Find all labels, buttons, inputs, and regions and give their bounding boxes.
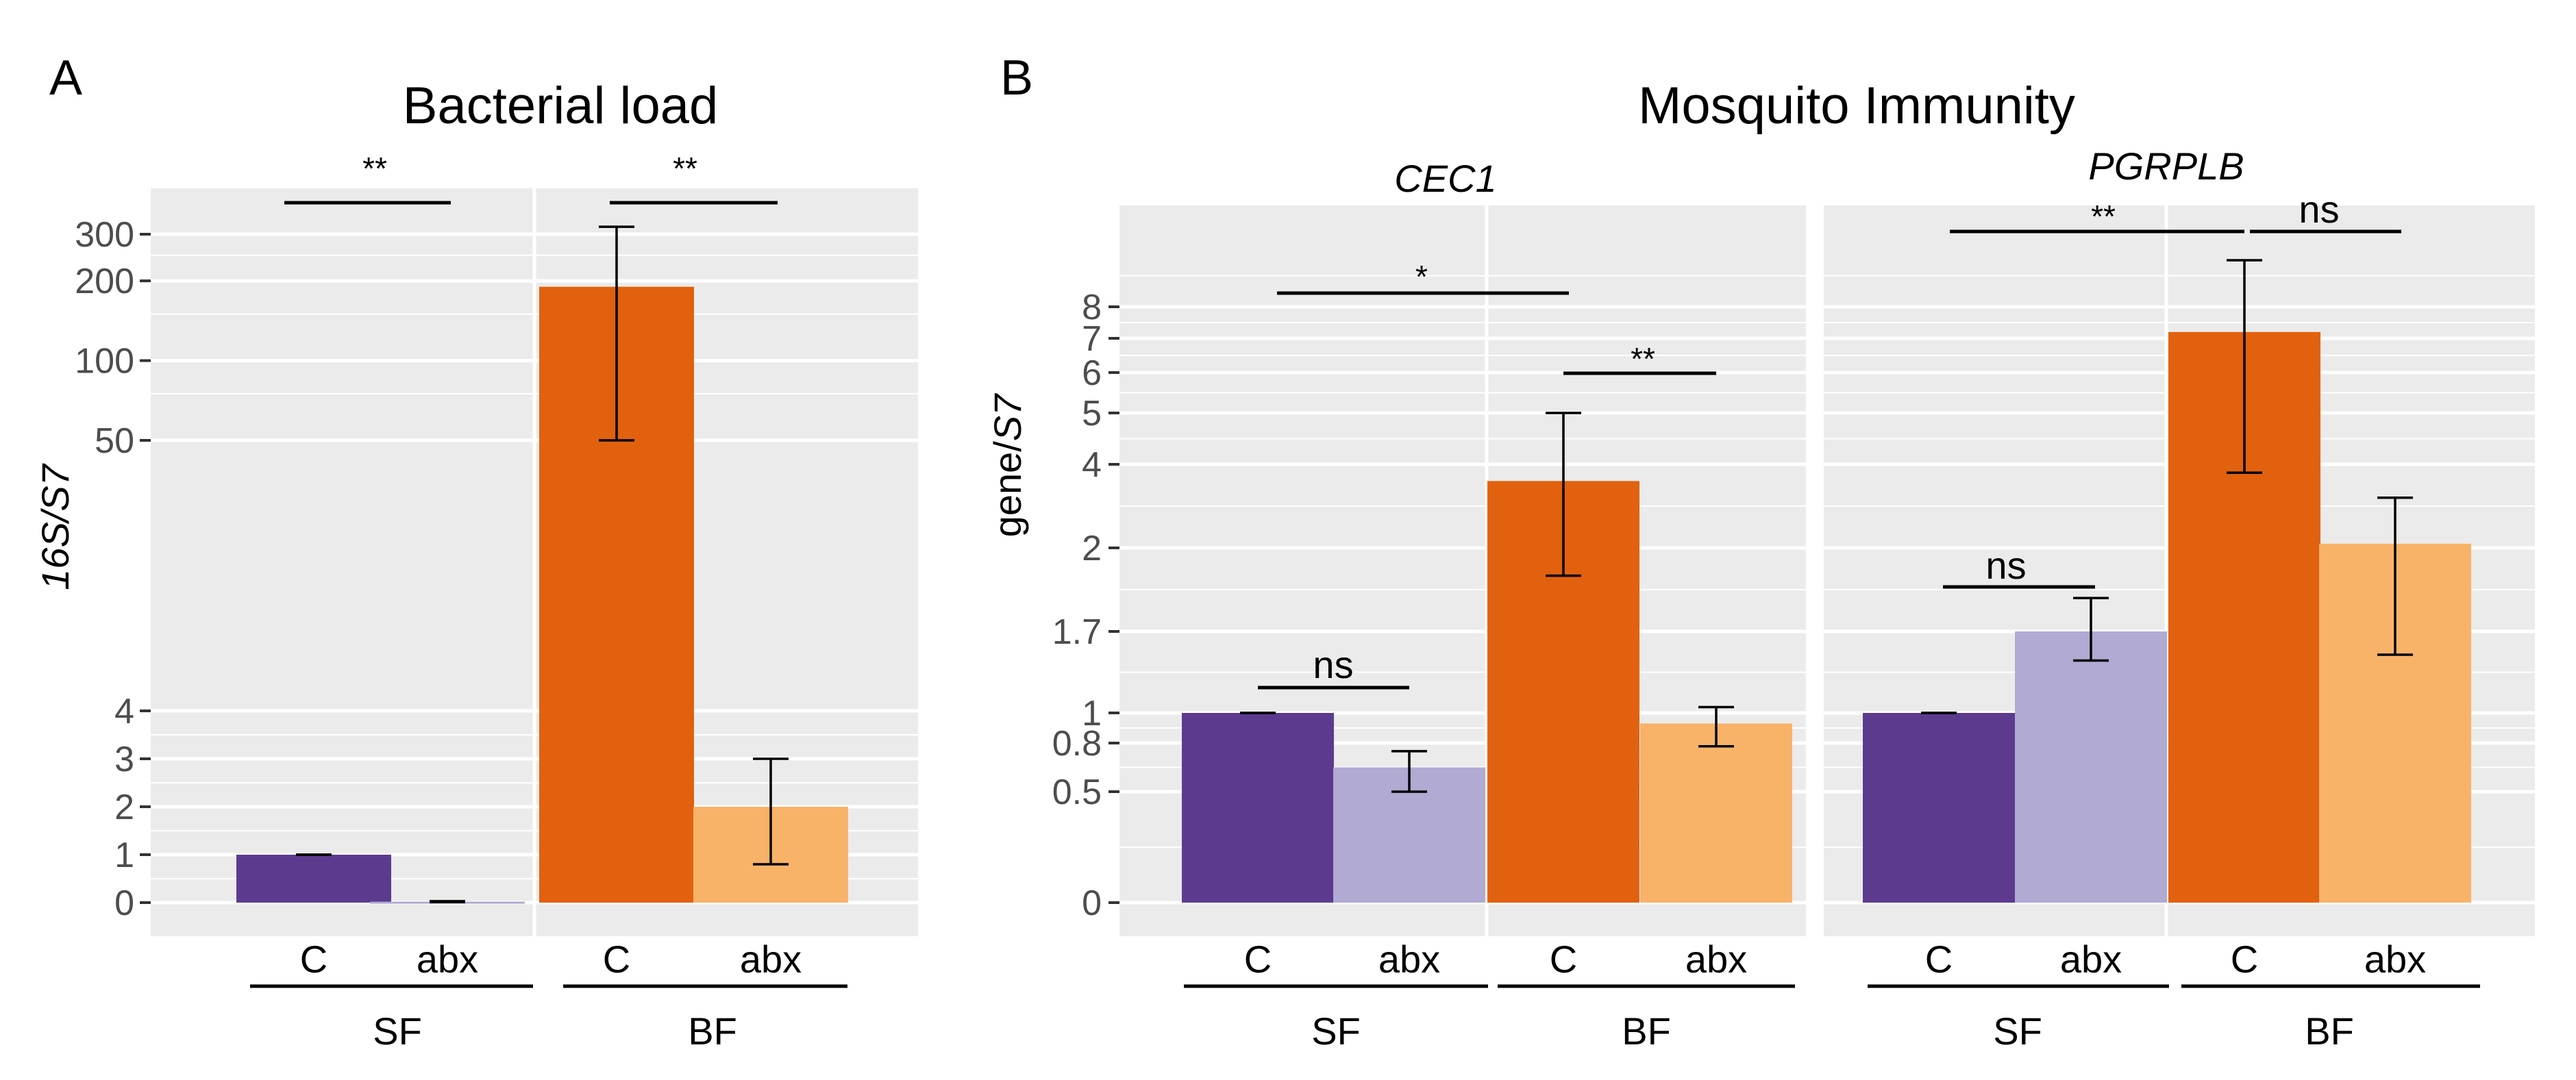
panel-b-y-ticks: 0 0.5 0.8 1 1.7 2 4 5 6 7 8 <box>1052 288 1119 923</box>
panel-a-ytick-label: 2 <box>114 788 134 827</box>
panel-a-x-category: abx <box>417 938 478 981</box>
panel-b-x-category: C <box>1925 938 1953 981</box>
panel-b-gene-pgrplb: PGRPLB <box>2088 145 2244 188</box>
panel-b-ytick-label: 7 <box>1082 319 1102 359</box>
panel-b-y-axis-title: gene/S7 <box>986 393 1029 537</box>
panel-b-ytick-label: 0.8 <box>1052 724 1102 764</box>
panel-a-ytick-label: 300 <box>75 215 134 255</box>
panel-a-x-category: C <box>300 938 327 981</box>
panel-b-ytick-label: 2 <box>1082 529 1102 568</box>
panel-b-gene-cec1: CEC1 <box>1394 157 1496 200</box>
panel-a-x-category: C <box>603 938 630 981</box>
panel-a-y-ticks: 0 1 2 3 4 50 100 200 300 <box>75 215 151 923</box>
panel-b-letter: B <box>1000 51 1033 105</box>
panel-b-x-category: abx <box>1685 938 1747 981</box>
panel-b-bar <box>1863 713 2015 903</box>
panel-b-ytick-label: 4 <box>1082 445 1102 485</box>
panel-a-ytick-label: 50 <box>95 421 134 461</box>
panel-a: A Bacterial load 16S/S7 0 1 2 3 4 50 100… <box>34 51 918 1053</box>
panel-b-facet-gap <box>1806 205 1824 936</box>
panel-b-y-axis-title-prefix: gene/ <box>986 441 1029 538</box>
panel-b-x-category: abx <box>1378 938 1440 981</box>
panel-b-y-axis-title-italic: S7 <box>986 393 1029 441</box>
panel-a-ytick-label: 4 <box>114 692 134 731</box>
panel-a-ytick-label: 100 <box>75 342 134 381</box>
panel-b-sig-label: ** <box>1631 341 1655 377</box>
panel-a-letter: A <box>49 51 82 105</box>
panel-b-x-category: abx <box>2364 938 2426 981</box>
panel-b-x-group: SF <box>1311 1009 1361 1053</box>
panel-b-x-group: SF <box>1993 1009 2042 1053</box>
panel-b-x-category: C <box>1244 938 1272 981</box>
panel-a-sig-label: ** <box>362 151 387 186</box>
panel-b-ytick-label: 0.5 <box>1052 773 1102 812</box>
panel-b: B Mosquito Immunity CEC1 PGRPLB gene/S7 … <box>986 51 2535 1053</box>
panel-b-ytick-label: 5 <box>1082 394 1102 434</box>
panel-a-ytick-label: 1 <box>114 836 134 875</box>
panel-b-ytick-label: 1.7 <box>1052 612 1102 652</box>
panel-b-x-category: C <box>1550 938 1577 981</box>
panel-b-x-group: BF <box>1622 1009 1671 1053</box>
panel-b-x-axis: C abx C abx C abx C abx SF BF SF BF <box>1184 938 2480 1053</box>
panel-a-title: Bacterial load <box>403 77 719 135</box>
panel-b-sig-label: ns <box>1313 643 1353 686</box>
panel-b-sig-label: ns <box>2299 188 2339 231</box>
panel-a-x-category: abx <box>740 938 802 981</box>
panel-b-sig-label: * <box>1415 259 1428 294</box>
panel-b-bars <box>1182 259 2471 903</box>
panel-b-title: Mosquito Immunity <box>1638 77 2075 135</box>
panel-a-sig-label: ** <box>673 151 697 186</box>
panel-b-bar <box>1640 723 1792 903</box>
panel-a-ytick-label: 200 <box>75 262 134 301</box>
panel-b-x-category: abx <box>2060 938 2122 981</box>
panel-b-sig-label: ns <box>1985 544 2026 587</box>
panel-b-ytick-label: 6 <box>1082 353 1102 393</box>
panel-b-ytick-label: 0 <box>1082 883 1102 923</box>
panel-a-significance: ** ** <box>284 151 778 205</box>
panel-a-x-group: BF <box>688 1009 737 1053</box>
panel-b-bar <box>1182 713 1334 903</box>
panel-a-x-axis: C abx C abx SF BF <box>250 938 847 1053</box>
panel-a-ytick-label: 3 <box>114 740 134 779</box>
panel-b-significance: ns * ** ns ** ns <box>1258 188 2401 690</box>
panel-b-bar <box>2015 631 2167 903</box>
panel-a-y-axis-title: 16S/S7 <box>34 463 77 590</box>
panel-b-x-group: BF <box>2305 1009 2354 1053</box>
panel-b-ytick-label: 8 <box>1082 288 1102 327</box>
panel-a-x-group: SF <box>373 1009 422 1053</box>
panel-b-x-category: C <box>2231 938 2258 981</box>
panel-b-sig-label: ** <box>2091 199 2116 234</box>
panel-a-ytick-label: 0 <box>114 883 134 923</box>
panel-a-bar <box>236 855 391 903</box>
panel-b-ytick-label: 1 <box>1082 694 1102 733</box>
panel-a-bars <box>236 225 848 904</box>
